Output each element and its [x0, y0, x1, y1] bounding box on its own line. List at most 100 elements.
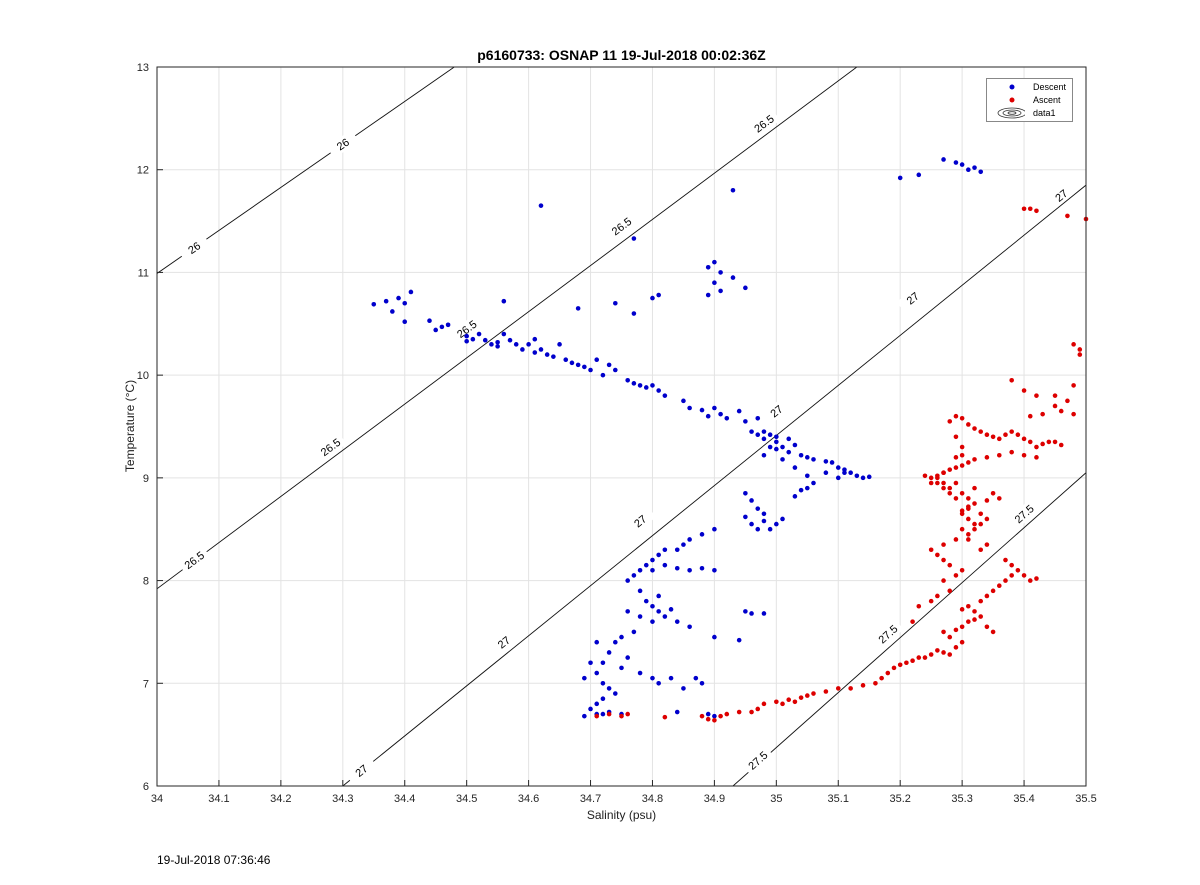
point-descent	[749, 521, 754, 527]
point-descent	[575, 362, 581, 368]
contour-label: 27	[905, 290, 922, 307]
contour-line	[732, 472, 1086, 786]
point-descent	[637, 383, 643, 388]
point-descent	[687, 624, 692, 630]
point-ascent	[786, 697, 792, 703]
density-contours: 262626.526.526.526.526.527272727272727.5…	[157, 67, 1086, 786]
point-descent	[792, 465, 798, 470]
contour-label: 27	[353, 763, 370, 780]
point-ascent	[1034, 576, 1039, 581]
point-ascent	[1065, 398, 1070, 404]
point-descent	[532, 336, 538, 342]
point-ascent	[1027, 206, 1033, 212]
point-ascent	[916, 655, 922, 660]
point-ascent	[935, 475, 940, 481]
point-descent	[600, 696, 606, 701]
point-descent	[736, 637, 742, 643]
legend-item-descent: Descent	[987, 81, 1072, 93]
x-tick-label: 34.6	[518, 793, 539, 805]
point-descent	[569, 360, 575, 366]
point-ascent	[712, 717, 717, 723]
x-tick-label: 34.7	[580, 793, 601, 805]
point-descent	[712, 259, 717, 265]
point-ascent	[959, 415, 965, 421]
point-ascent	[928, 598, 934, 604]
point-descent	[532, 350, 538, 355]
point-descent	[625, 578, 630, 583]
contour-label-bg	[177, 545, 211, 575]
point-descent	[854, 473, 860, 479]
point-descent	[755, 432, 761, 438]
point-descent	[724, 415, 730, 421]
legend-label-data1: data1	[1033, 108, 1056, 118]
point-descent	[427, 318, 432, 324]
point-ascent	[947, 490, 953, 496]
point-ascent	[928, 475, 934, 481]
point-descent	[600, 660, 606, 666]
point-descent	[408, 289, 414, 295]
point-descent	[916, 172, 922, 178]
point-ascent	[978, 521, 984, 527]
point-descent	[662, 547, 668, 553]
point-descent	[941, 157, 946, 162]
point-ascent	[873, 680, 878, 686]
point-descent	[656, 292, 661, 298]
contour-line	[157, 67, 858, 590]
point-ascent	[996, 436, 1002, 442]
point-descent	[712, 713, 717, 719]
point-ascent	[910, 619, 915, 624]
point-descent	[718, 288, 723, 294]
point-descent	[681, 542, 686, 547]
point-descent	[687, 568, 692, 573]
point-ascent	[699, 713, 705, 719]
point-descent	[606, 362, 612, 368]
point-descent	[402, 300, 408, 306]
point-ascent	[984, 455, 990, 460]
point-ascent	[972, 526, 977, 532]
point-descent	[798, 452, 804, 458]
point-ascent	[879, 675, 884, 681]
point-descent	[978, 169, 984, 175]
point-descent	[767, 444, 773, 450]
series-descent	[371, 157, 984, 719]
point-ascent	[823, 689, 829, 694]
point-descent	[594, 670, 600, 676]
point-descent	[656, 680, 661, 686]
point-descent	[613, 367, 618, 373]
point-descent	[563, 357, 569, 363]
point-ascent	[972, 501, 977, 506]
point-descent	[712, 568, 717, 573]
point-ascent	[1071, 342, 1076, 347]
point-ascent	[904, 660, 909, 666]
point-descent	[662, 562, 668, 568]
point-ascent	[1027, 439, 1033, 445]
point-ascent	[724, 711, 730, 717]
point-ascent	[966, 496, 971, 501]
point-descent	[767, 432, 773, 438]
point-descent	[495, 344, 500, 349]
contour-line	[342, 184, 1086, 786]
point-descent	[774, 446, 779, 452]
point-ascent	[1052, 393, 1058, 398]
point-ascent	[972, 521, 977, 527]
point-ascent	[966, 603, 971, 609]
point-descent	[835, 475, 841, 481]
point-ascent	[928, 652, 934, 657]
point-descent	[662, 614, 668, 619]
point-descent	[897, 175, 903, 181]
point-ascent	[1021, 388, 1027, 393]
point-descent	[631, 629, 637, 635]
point-ascent	[910, 658, 915, 663]
point-descent	[705, 292, 711, 298]
point-descent	[643, 598, 649, 604]
point-descent	[445, 322, 451, 328]
point-ascent	[1009, 429, 1014, 434]
point-descent	[712, 634, 717, 640]
point-ascent	[959, 639, 965, 645]
point-descent	[712, 405, 717, 411]
point-descent	[631, 236, 637, 241]
point-ascent	[953, 496, 959, 501]
contour-label: 26	[335, 136, 352, 153]
point-ascent	[972, 426, 977, 431]
point-ascent	[984, 542, 990, 547]
